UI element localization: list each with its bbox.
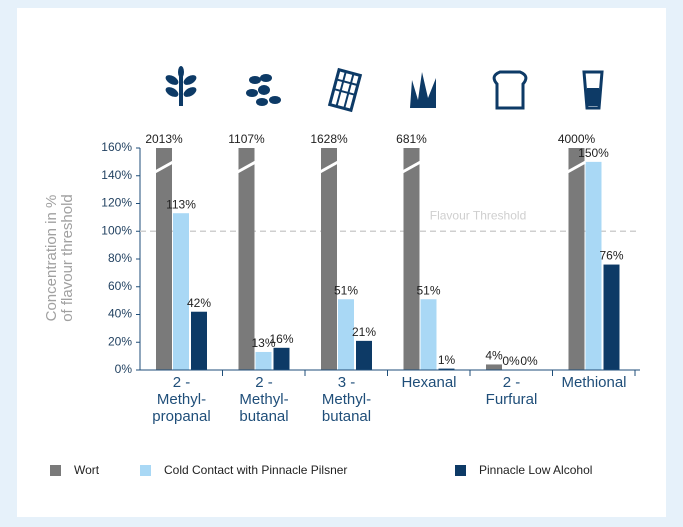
value-label: 0% <box>502 354 520 368</box>
x-tick-label: 2 - Methyl- butanal <box>239 374 289 425</box>
y-tick-label: 100% <box>101 223 132 237</box>
y-tick-label: 120% <box>101 196 132 210</box>
value-label: 4% <box>485 349 503 363</box>
bar <box>156 148 172 370</box>
bar <box>568 148 585 370</box>
value-label: 42% <box>187 296 211 310</box>
axis-break <box>566 160 587 174</box>
bar <box>255 351 272 370</box>
bar <box>321 148 337 370</box>
chocolate-icon <box>327 67 363 113</box>
value-label: 13% <box>251 336 275 350</box>
value-label: 16% <box>269 332 293 346</box>
x-tick-label: 3 - Methyl- butanal <box>321 374 372 425</box>
value-label: 4000% <box>558 132 596 146</box>
axis-break <box>154 160 174 174</box>
grain-icon <box>165 66 197 106</box>
panel <box>17 8 666 517</box>
y-tick-label: 60% <box>108 279 132 293</box>
value-label: 681% <box>396 132 427 146</box>
legend-label: Wort <box>74 463 100 477</box>
icons <box>165 66 604 113</box>
y-tick-label: 80% <box>108 251 132 265</box>
x-tick-label: 2 - Methyl- propanal <box>152 374 211 425</box>
value-label: 21% <box>352 325 376 339</box>
value-label: 1% <box>438 353 456 367</box>
y-tick-label: 20% <box>108 334 132 348</box>
axis-break <box>401 160 422 174</box>
threshold-label: Flavour Threshold <box>430 208 527 222</box>
bar <box>486 364 502 370</box>
legend-swatch <box>50 465 61 476</box>
y-axis-label: Concentration in % of flavour threshold <box>43 194 76 322</box>
legend-swatch <box>140 465 151 476</box>
value-label: 150% <box>578 146 609 160</box>
bar <box>338 299 354 370</box>
glass-icon <box>582 70 604 110</box>
bar <box>438 368 455 370</box>
legend-label: Pinnacle Low Alcohol <box>479 463 592 477</box>
bar <box>356 340 372 370</box>
value-label: 51% <box>334 283 358 297</box>
value-label: 1628% <box>310 132 348 146</box>
hops-icon <box>246 74 281 106</box>
value-label: 0% <box>520 354 538 368</box>
y-tick-label: 160% <box>101 140 132 154</box>
axis-break <box>319 160 339 174</box>
bar <box>173 213 189 370</box>
bar <box>238 148 255 370</box>
x-tick-label: 2 - Furfural <box>485 374 538 408</box>
legend-swatch <box>455 465 466 476</box>
bar <box>585 161 602 370</box>
grass-icon <box>410 72 436 108</box>
bread-icon <box>492 70 528 110</box>
y-tick-label: 40% <box>108 307 132 321</box>
value-label: 51% <box>416 283 440 297</box>
bars <box>156 148 620 370</box>
x-tick-label: Methional <box>561 374 627 391</box>
axis-break <box>236 160 257 174</box>
bar <box>603 264 620 370</box>
bar <box>191 311 207 370</box>
bar <box>420 299 437 370</box>
bar <box>403 148 420 370</box>
value-label: 113% <box>166 197 196 211</box>
value-label: 1107% <box>228 132 265 146</box>
value-label: 76% <box>599 249 623 263</box>
value-label: 2013% <box>145 132 183 146</box>
y-tick-label: 140% <box>101 168 132 182</box>
bar <box>273 347 290 370</box>
legend-label: Cold Contact with Pinnacle Pilsner <box>164 463 347 477</box>
y-tick-label: 0% <box>115 362 133 376</box>
x-tick-label: Hexanal <box>401 374 457 391</box>
